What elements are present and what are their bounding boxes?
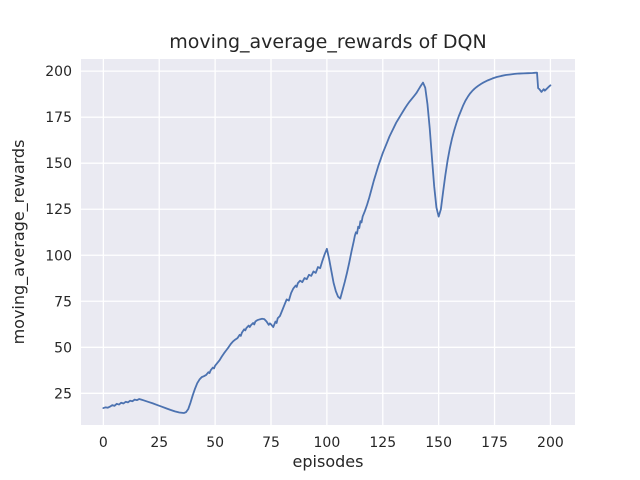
x-tick-label: 200: [537, 435, 564, 451]
x-tick-label: 100: [314, 435, 341, 451]
x-tick-label: 175: [481, 435, 508, 451]
x-tick-label: 50: [206, 435, 224, 451]
y-tick-label: 25: [54, 386, 72, 402]
y-tick-label: 150: [45, 156, 72, 172]
y-tick-labels: 25 50 75 100 125 150 175 200: [45, 64, 72, 402]
x-tick-label: 0: [99, 435, 108, 451]
plot-area: [81, 59, 575, 425]
y-axis-label: moving_average_rewards: [9, 140, 29, 345]
y-tick-label: 125: [45, 202, 72, 218]
y-tick-label: 75: [54, 294, 72, 310]
x-tick-label: 75: [262, 435, 280, 451]
y-tick-label: 200: [45, 64, 72, 80]
x-axis-label: episodes: [293, 452, 364, 471]
y-tick-label: 175: [45, 110, 72, 126]
chart-title: moving_average_rewards of DQN: [169, 31, 486, 53]
x-tick-labels: 0 25 50 75 100 125 150 175 200: [99, 435, 564, 451]
y-tick-label: 50: [54, 340, 72, 356]
x-tick-label: 150: [425, 435, 452, 451]
y-tick-label: 100: [45, 248, 72, 264]
dqn-reward-line: [102, 71, 552, 414]
x-tick-label: 25: [150, 435, 168, 451]
x-tick-label: 125: [369, 435, 396, 451]
